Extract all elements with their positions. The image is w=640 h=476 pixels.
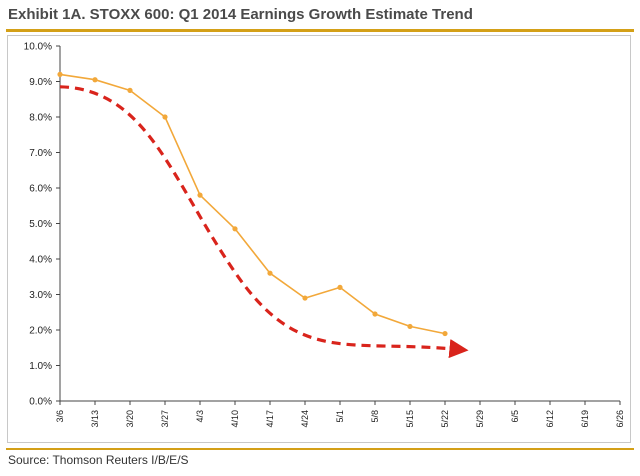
data-point	[302, 295, 308, 301]
x-tick-label: 6/26	[615, 410, 625, 428]
data-point	[372, 311, 378, 317]
x-tick-label: 3/13	[90, 410, 100, 428]
line-chart: 0.0% 1.0% 2.0% 3.0% 4.0% 5.0% 6.0% 7.0% 8.0% 9.0%…	[24, 42, 625, 428]
data-point	[232, 226, 238, 232]
x-tick-label: 4/3	[195, 410, 205, 423]
data-point	[407, 323, 413, 330]
x-tick-label: 5/22	[440, 410, 450, 428]
data-point	[337, 284, 343, 290]
x-tick-label: 6/19	[580, 410, 590, 428]
x-tick-label: 3/6	[55, 410, 65, 423]
x-tick-label: 5/29	[475, 410, 485, 428]
y-tick-label: 2.0%	[29, 326, 52, 337]
series-line	[59, 73, 446, 335]
x-tick-label: 6/12	[545, 410, 555, 428]
y-tick-label: 0.0%	[29, 397, 52, 408]
x-tick-label: 5/8	[370, 410, 380, 423]
source-divider	[6, 448, 634, 450]
y-tick-label: 1.0%	[29, 361, 52, 372]
data-point	[127, 87, 133, 93]
x-tick-label: 5/1	[335, 410, 345, 423]
data-point	[57, 71, 63, 77]
x-tick-label: 3/20	[125, 410, 135, 428]
data-point	[162, 114, 168, 120]
y-tick-label: 9.0%	[29, 77, 52, 88]
data-point	[197, 192, 203, 198]
chart-title: Exhibit 1A. STOXX 600: Q1 2014 Earnings …	[8, 6, 473, 23]
x-tick-label: 4/17	[265, 410, 275, 428]
y-tick-label: 10.0%	[24, 42, 52, 53]
y-tick-label: 5.0%	[29, 219, 52, 230]
title-divider	[6, 29, 634, 32]
y-tick-label: 7.0%	[29, 148, 52, 159]
x-tick-label: 5/15	[405, 410, 415, 428]
data-point	[92, 77, 98, 83]
y-tick-label: 3.0%	[29, 290, 52, 301]
trend-arrow	[59, 85, 469, 359]
y-tick-label: 4.0%	[29, 255, 52, 266]
chart-frame: 0.0% 1.0% 2.0% 3.0% 4.0% 5.0% 6.0% 7.0% 8.0% 9.0%…	[7, 35, 631, 443]
x-tick-label: 4/10	[230, 410, 240, 428]
data-point	[267, 270, 273, 276]
y-tick-label: 6.0%	[29, 184, 52, 195]
source-note: Source: Thomson Reuters I/B/E/S	[8, 453, 189, 467]
x-tick-label: 3/27	[160, 410, 170, 428]
x-tick-label: 6/5	[510, 410, 520, 423]
y-tick-label: 8.0%	[29, 113, 52, 124]
data-point	[442, 330, 448, 337]
x-tick-label: 4/24	[300, 410, 310, 428]
